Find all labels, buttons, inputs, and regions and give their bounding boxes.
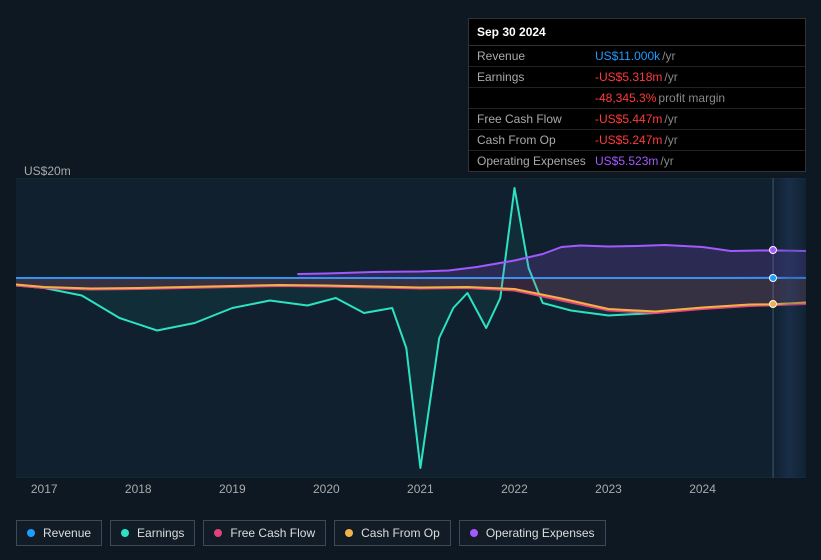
tooltip-rows: RevenueUS$11.000k/yrEarnings-US$5.318m/y… — [469, 46, 805, 171]
x-axis-tick-label: 2023 — [595, 482, 622, 496]
y-axis-tick-label: US$20m — [24, 164, 71, 178]
x-axis-tick-label: 2024 — [689, 482, 716, 496]
tooltip-row-value: US$11.000k/yr — [595, 49, 797, 63]
tooltip-row-label: Revenue — [477, 49, 595, 63]
legend-item[interactable]: Free Cash Flow — [203, 520, 326, 546]
tooltip-row-label: Free Cash Flow — [477, 112, 595, 126]
legend-swatch — [470, 529, 478, 537]
x-axis-tick-label: 2018 — [125, 482, 152, 496]
legend-swatch — [27, 529, 35, 537]
x-axis-tick-label: 2022 — [501, 482, 528, 496]
tooltip-row: Earnings-US$5.318m/yr — [469, 67, 805, 88]
legend-item[interactable]: Operating Expenses — [459, 520, 606, 546]
tooltip-date: Sep 30 2024 — [469, 19, 805, 46]
x-axis-tick-label: 2019 — [219, 482, 246, 496]
financials-chart: US$20mUS$0-US$40m 2017201820192020202120… — [16, 160, 806, 500]
tooltip-row-value: -US$5.247m/yr — [595, 133, 797, 147]
tooltip-row-value: -US$5.447m/yr — [595, 112, 797, 126]
legend-swatch — [345, 529, 353, 537]
tooltip-row-label: Cash From Op — [477, 133, 595, 147]
chart-legend: Revenue Earnings Free Cash Flow Cash From O… — [16, 520, 606, 546]
chart-markers — [16, 178, 806, 478]
legend-label: Earnings — [137, 526, 184, 540]
legend-swatch — [121, 529, 129, 537]
legend-item[interactable]: Revenue — [16, 520, 102, 546]
legend-swatch — [214, 529, 222, 537]
future-period-shade — [773, 178, 806, 478]
x-axis-labels: 2017 2018 2019 2020 2021 2022 2023 2024 — [16, 482, 806, 500]
tooltip-row: Operating ExpensesUS$5.523m/yr — [469, 151, 805, 171]
x-axis-tick-label: 2020 — [313, 482, 340, 496]
legend-label: Cash From Op — [361, 526, 440, 540]
tooltip-row: Free Cash Flow-US$5.447m/yr — [469, 109, 805, 130]
x-axis-tick-label: 2021 — [407, 482, 434, 496]
legend-label: Revenue — [43, 526, 91, 540]
legend-item[interactable]: Earnings — [110, 520, 195, 546]
legend-item[interactable]: Cash From Op — [334, 520, 451, 546]
tooltip-row: Cash From Op-US$5.247m/yr — [469, 130, 805, 151]
x-axis-tick-label: 2017 — [31, 482, 58, 496]
tooltip-row-label: Earnings — [477, 70, 595, 84]
legend-label: Operating Expenses — [486, 526, 595, 540]
legend-label: Free Cash Flow — [230, 526, 315, 540]
tooltip-row-label: Operating Expenses — [477, 154, 595, 168]
tooltip-row-value: -US$5.318m/yr — [595, 70, 797, 84]
data-tooltip: Sep 30 2024 RevenueUS$11.000k/yrEarnings… — [468, 18, 806, 172]
tooltip-row: RevenueUS$11.000k/yr — [469, 46, 805, 67]
tooltip-row-sub: -48,345.3%profit margin — [469, 88, 805, 109]
tooltip-row-value: US$5.523m/yr — [595, 154, 797, 168]
